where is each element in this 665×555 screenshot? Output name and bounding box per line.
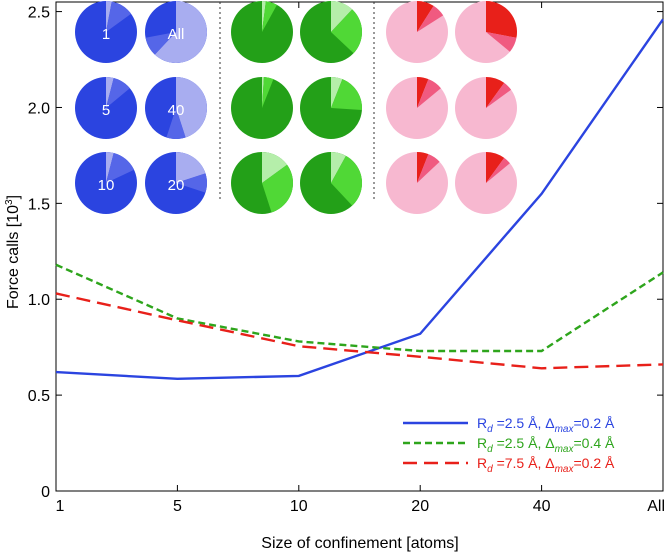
legend-part-rval: =2.5 Å,	[493, 415, 546, 431]
legend-part-dval: =0.4 Å	[574, 435, 616, 451]
y-axis-ticks: 0 0.5 1.0 1.5 2.0 2.5	[28, 5, 663, 501]
legend-entry-label: Rd =2.5 Å, Δmax=0.4 Å	[477, 435, 615, 455]
y-tick-label: 0	[41, 484, 50, 501]
x-tick-label: 10	[290, 498, 308, 515]
y-tick-label: 2.0	[28, 100, 50, 117]
legend-part-r: R	[477, 415, 487, 431]
pie-red-mid-slice	[486, 82, 512, 108]
pie-blue-mid-slice	[106, 77, 130, 108]
legend-entry-label: Rd =7.5 Å, Δmax=0.2 Å	[477, 455, 615, 475]
pie-label: 5	[102, 102, 110, 119]
pie-blue-light-slice	[106, 152, 114, 183]
x-tick-label: All	[647, 498, 665, 515]
y-tick-label: 1.0	[28, 292, 50, 309]
legend-part-dsub: max	[555, 444, 575, 455]
pie-blue-light-slice	[176, 152, 206, 183]
pie-blue-mid-slice	[106, 152, 135, 183]
legend-part-r: R	[477, 455, 487, 471]
y-axis-label-exponent: 3	[4, 199, 15, 205]
legend: Rd =2.5 Å, Δmax=0.2 ÅRd =2.5 Å, Δmax=0.4…	[403, 415, 615, 475]
chart-series	[55, 18, 664, 381]
legend-part-dval: =0.2 Å	[574, 455, 616, 471]
pie-blue-mid-slice	[106, 1, 132, 33]
pie-blue-light-slice	[106, 1, 112, 32]
plot-frame	[55, 1, 664, 492]
series-line-0	[55, 18, 664, 381]
pie-green-light-slice	[331, 152, 346, 183]
legend-part-rsub: d	[487, 444, 493, 455]
pie-red-mid-slice	[417, 154, 440, 183]
pie-green-mid-slice	[331, 9, 363, 54]
pie-label: 1	[102, 26, 110, 43]
y-tick-label: 2.5	[28, 5, 50, 22]
pie-red-mid-slice	[417, 79, 441, 108]
pie-red-light-slice	[486, 152, 505, 183]
pie-red-light-slice	[417, 152, 429, 183]
legend-part-rval: =7.5 Å,	[493, 455, 546, 471]
x-tick-label: 1	[56, 498, 65, 515]
pie-red-light-slice	[417, 1, 434, 32]
x-tick-label: 20	[411, 498, 429, 515]
pie-red-mid-slice	[486, 157, 510, 183]
pie-label: 20	[168, 177, 185, 194]
legend-part-dsub: max	[555, 464, 575, 475]
series-line-2	[55, 292, 664, 370]
pie-red-light-slice	[486, 77, 505, 108]
x-tick-label: 5	[173, 498, 182, 515]
legend-entry-label: Rd =2.5 Å, Δmax=0.2 Å	[477, 415, 615, 435]
inset-separators	[219, 2, 375, 200]
inset-pie-charts: 1 All 5 40 10 20	[75, 0, 517, 214]
legend-part-d: Δ	[545, 415, 554, 431]
pie-blue-light-slice	[154, 1, 207, 63]
pie-green-light-slice	[262, 152, 288, 183]
pie-green-light-slice	[331, 1, 353, 32]
legend-part-d: Δ	[545, 455, 554, 471]
x-axis-ticks: 1 5 10 20 40 All	[55, 2, 665, 515]
pie-label: All	[168, 26, 185, 43]
pie-green-light-slice	[331, 77, 343, 108]
legend-part-rval: =2.5 Å,	[493, 435, 546, 451]
legend-part-d: Δ	[545, 435, 554, 451]
pie-blue-light-slice	[106, 77, 114, 108]
pie-red-light-slice	[417, 77, 429, 108]
y-axis-label-close: ]	[5, 195, 22, 199]
series-line-1	[55, 263, 664, 353]
x-tick-label: 40	[533, 498, 551, 515]
y-axis-label: Force calls [103]	[4, 195, 22, 309]
pie-blue-light-slice	[176, 77, 207, 138]
pie-red-mid-slice	[417, 5, 444, 32]
pie-green-mid-slice	[331, 155, 363, 206]
pie-label: 10	[98, 177, 115, 194]
pie-label: 40	[168, 102, 185, 119]
pie-blue-mid-slice	[176, 173, 207, 193]
pie-red-light-slice	[486, 1, 517, 38]
pie-green-mid-slice	[262, 1, 277, 33]
legend-part-rsub: d	[487, 464, 493, 475]
legend-part-r: R	[477, 435, 487, 451]
legend-part-dval: =0.2 Å	[574, 415, 616, 431]
pie-green-mid-slice	[262, 164, 293, 213]
pie-green-mid-slice	[331, 79, 363, 110]
pie-green-light-slice	[262, 0, 266, 32]
pie-red-mid-slice	[486, 32, 517, 52]
x-axis-label: Size of confinement [atoms]	[261, 535, 458, 552]
y-tick-label: 1.5	[28, 196, 50, 213]
legend-part-rsub: d	[487, 424, 493, 435]
y-tick-label: 0.5	[28, 388, 50, 405]
pie-blue-mid-slice	[145, 32, 176, 55]
pie-green-light-slice	[262, 76, 264, 108]
pie-blue-mid-slice	[166, 108, 186, 139]
legend-part-dsub: max	[555, 424, 575, 435]
pie-green-mid-slice	[262, 77, 274, 108]
